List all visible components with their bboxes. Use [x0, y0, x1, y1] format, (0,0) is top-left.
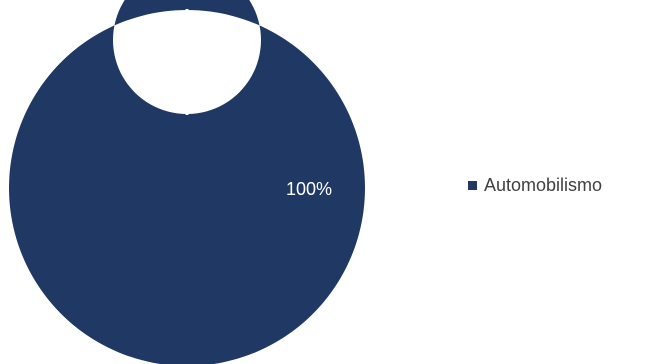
legend-label-automobilismo: Automobilismo [484, 175, 603, 195]
slice-automobilismo [9, 0, 365, 364]
legend: Automobilismo [468, 176, 602, 194]
legend-swatch-automobilismo [468, 180, 477, 190]
data-labels: 100% [286, 179, 332, 199]
data-label-automobilismo: 100% [286, 179, 332, 199]
donut-slices [9, 0, 365, 364]
